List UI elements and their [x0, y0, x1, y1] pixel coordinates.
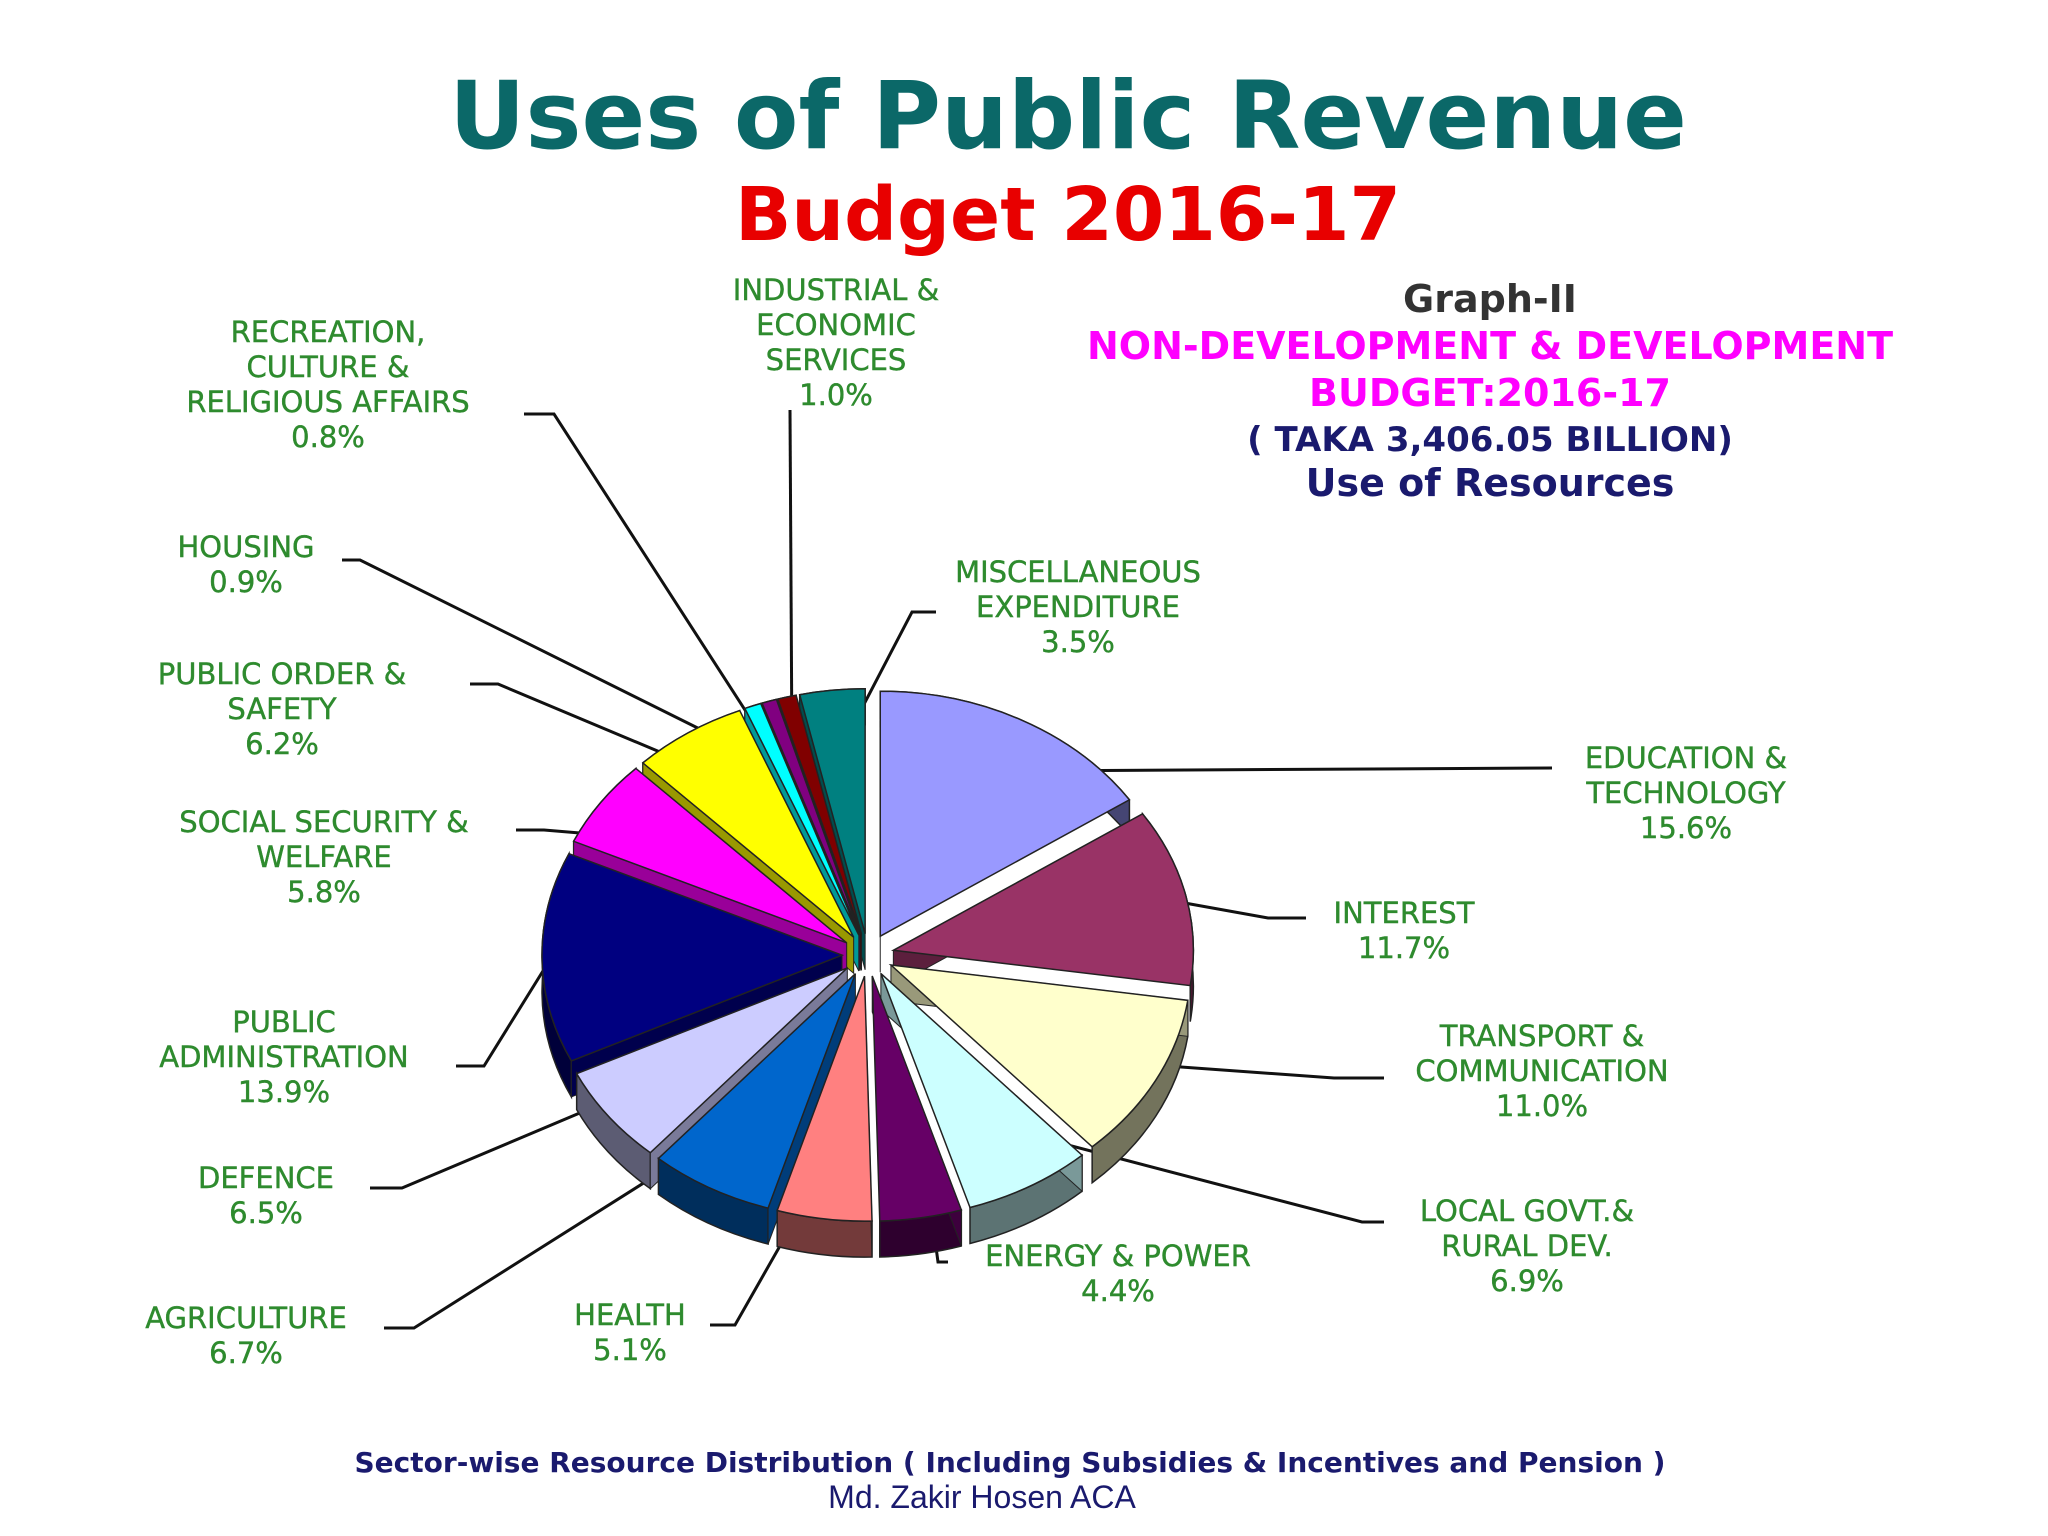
slice-category: ECONOMIC — [756, 308, 916, 342]
slice-value: 0.8% — [291, 420, 365, 454]
slice-category: ENERGY & POWER — [985, 1239, 1251, 1273]
slice-category: TECHNOLOGY — [1585, 776, 1786, 810]
pie-slice — [890, 812, 1195, 987]
slice-value: 6.7% — [209, 1336, 283, 1370]
slice-label: PUBLIC ORDER & SAFETY 6.2% — [158, 657, 406, 761]
slice-category: LOCAL GOVT.& — [1420, 1194, 1634, 1228]
pie-slice — [776, 694, 863, 935]
slice-label: HOUSING 0.9% — [178, 530, 315, 599]
slice-label: PUBLIC ADMINISTRATION 13.9% — [159, 1005, 408, 1109]
pie-slice — [743, 702, 860, 936]
slice-label: ENERGY & POWER 4.4% — [985, 1239, 1251, 1308]
slice-category: AGRICULTURE — [145, 1301, 347, 1335]
slice-value: 5.1% — [593, 1333, 667, 1367]
pie-slice — [657, 973, 857, 1209]
slice-category: RELIGIOUS AFFAIRS — [186, 385, 469, 419]
graph-heading-line2: BUDGET:2016-17 — [1309, 371, 1671, 415]
slice-category: DEFENCE — [198, 1161, 334, 1195]
slice-label: TRANSPORT & COMMUNICATION 11.0% — [1415, 1019, 1668, 1123]
slice-value: 6.2% — [245, 727, 319, 761]
slice-label: MISCELLANEOUS EXPENDITURE 3.5% — [955, 555, 1201, 659]
pie-slice — [761, 698, 861, 935]
pie-slice — [871, 975, 963, 1222]
slice-value: 13.9% — [238, 1075, 330, 1109]
slice-label: INTEREST 11.7% — [1334, 896, 1475, 965]
slice-label: DEFENCE 6.5% — [198, 1161, 334, 1230]
slice-category: ADMINISTRATION — [159, 1040, 408, 1074]
slice-category: HOUSING — [178, 530, 315, 564]
leader-line — [384, 1134, 719, 1330]
slice-category: COMMUNICATION — [1415, 1054, 1668, 1088]
slice-category: EXPENDITURE — [976, 590, 1180, 624]
graph-heading-line1: NON-DEVELOPMENT & DEVELOPMENT — [1087, 324, 1893, 368]
slice-category: MISCELLANEOUS — [955, 555, 1201, 589]
pie-slice — [880, 972, 1084, 1209]
slice-label: LOCAL GOVT.& RURAL DEV. 6.9% — [1420, 1194, 1634, 1298]
slice-value: 4.4% — [1081, 1274, 1155, 1308]
slice-label: AGRICULTURE 6.7% — [145, 1301, 347, 1370]
pie-slice — [641, 709, 855, 938]
slice-category: RURAL DEV. — [1441, 1229, 1613, 1263]
slice-value: 11.0% — [1496, 1089, 1588, 1123]
leader-line — [1167, 898, 1306, 920]
slice-category: EDUCATION & — [1585, 741, 1787, 775]
pie-slice — [798, 688, 866, 935]
leader-line — [1025, 1132, 1384, 1224]
graph-label: Graph-II — [1403, 277, 1577, 321]
slice-label: RECREATION, CULTURE & RELIGIOUS AFFAIRS 0.8… — [186, 315, 469, 454]
pie-slice — [776, 975, 873, 1222]
leader-line — [456, 949, 558, 1068]
slice-category: PUBLIC ORDER & — [158, 657, 406, 691]
slice-value: 15.6% — [1640, 811, 1732, 845]
slice-label: HEALTH 5.1% — [574, 1298, 686, 1367]
pie-slice — [888, 964, 1189, 1148]
slice-label: INDUSTRIAL & ECONOMIC SERVICES 1.0% — [733, 273, 939, 412]
slice-value: 3.5% — [1041, 625, 1115, 659]
slice-category: INDUSTRIAL & — [733, 273, 939, 307]
slice-category: INTEREST — [1334, 896, 1475, 930]
slice-category: SAFETY — [227, 692, 337, 726]
graph-amount: ( TAKA 3,406.05 BILLION) — [1247, 420, 1733, 460]
pie-slice — [575, 967, 848, 1154]
slice-label: SOCIAL SECURITY & WELFARE 5.8% — [179, 805, 468, 909]
slice-category: WELFARE — [256, 840, 391, 874]
leader-line — [524, 412, 778, 759]
slice-value: 1.0% — [799, 378, 873, 412]
leader-line — [1139, 1062, 1384, 1080]
slice-value: 6.5% — [229, 1196, 303, 1230]
slice-category: SOCIAL SECURITY & — [179, 805, 468, 839]
slice-value: 0.9% — [209, 565, 283, 599]
leader-line — [370, 1094, 621, 1190]
slice-category: HEALTH — [574, 1298, 686, 1332]
pie-slice — [541, 852, 845, 1062]
slice-category: SERVICES — [766, 343, 907, 377]
graph-subheading: Use of Resources — [1306, 461, 1675, 505]
pie-slice — [572, 767, 848, 944]
slice-labels: EDUCATION & TECHNOLOGY 15.6% INTEREST 11.7% T… — [145, 273, 1787, 1370]
author-credit: Md. Zakir Hosen ACA — [828, 1479, 1136, 1515]
slice-category: TRANSPORT & — [1439, 1019, 1645, 1053]
leader-line — [342, 558, 759, 760]
slide-subtitle: Budget 2016-17 — [735, 172, 1401, 258]
slice-category: RECREATION, — [231, 315, 426, 349]
slice-category: CULTURE & — [247, 350, 410, 384]
leader-line — [470, 682, 699, 770]
slide-title: Uses of Public Revenue — [449, 62, 1687, 171]
slice-value: 5.8% — [287, 875, 361, 909]
chart-footer: Sector-wise Resource Distribution ( Incl… — [355, 1446, 1666, 1479]
slice-label: EDUCATION & TECHNOLOGY 15.6% — [1585, 741, 1787, 845]
pie-slice — [879, 690, 1131, 938]
slice-category: PUBLIC — [232, 1005, 336, 1039]
pie-chart: EDUCATION & TECHNOLOGY 15.6% INTEREST 11.7% T… — [145, 273, 1787, 1370]
slice-value: 11.7% — [1358, 931, 1450, 965]
slice-value: 6.9% — [1490, 1264, 1564, 1298]
pie-slices — [541, 688, 1195, 1258]
